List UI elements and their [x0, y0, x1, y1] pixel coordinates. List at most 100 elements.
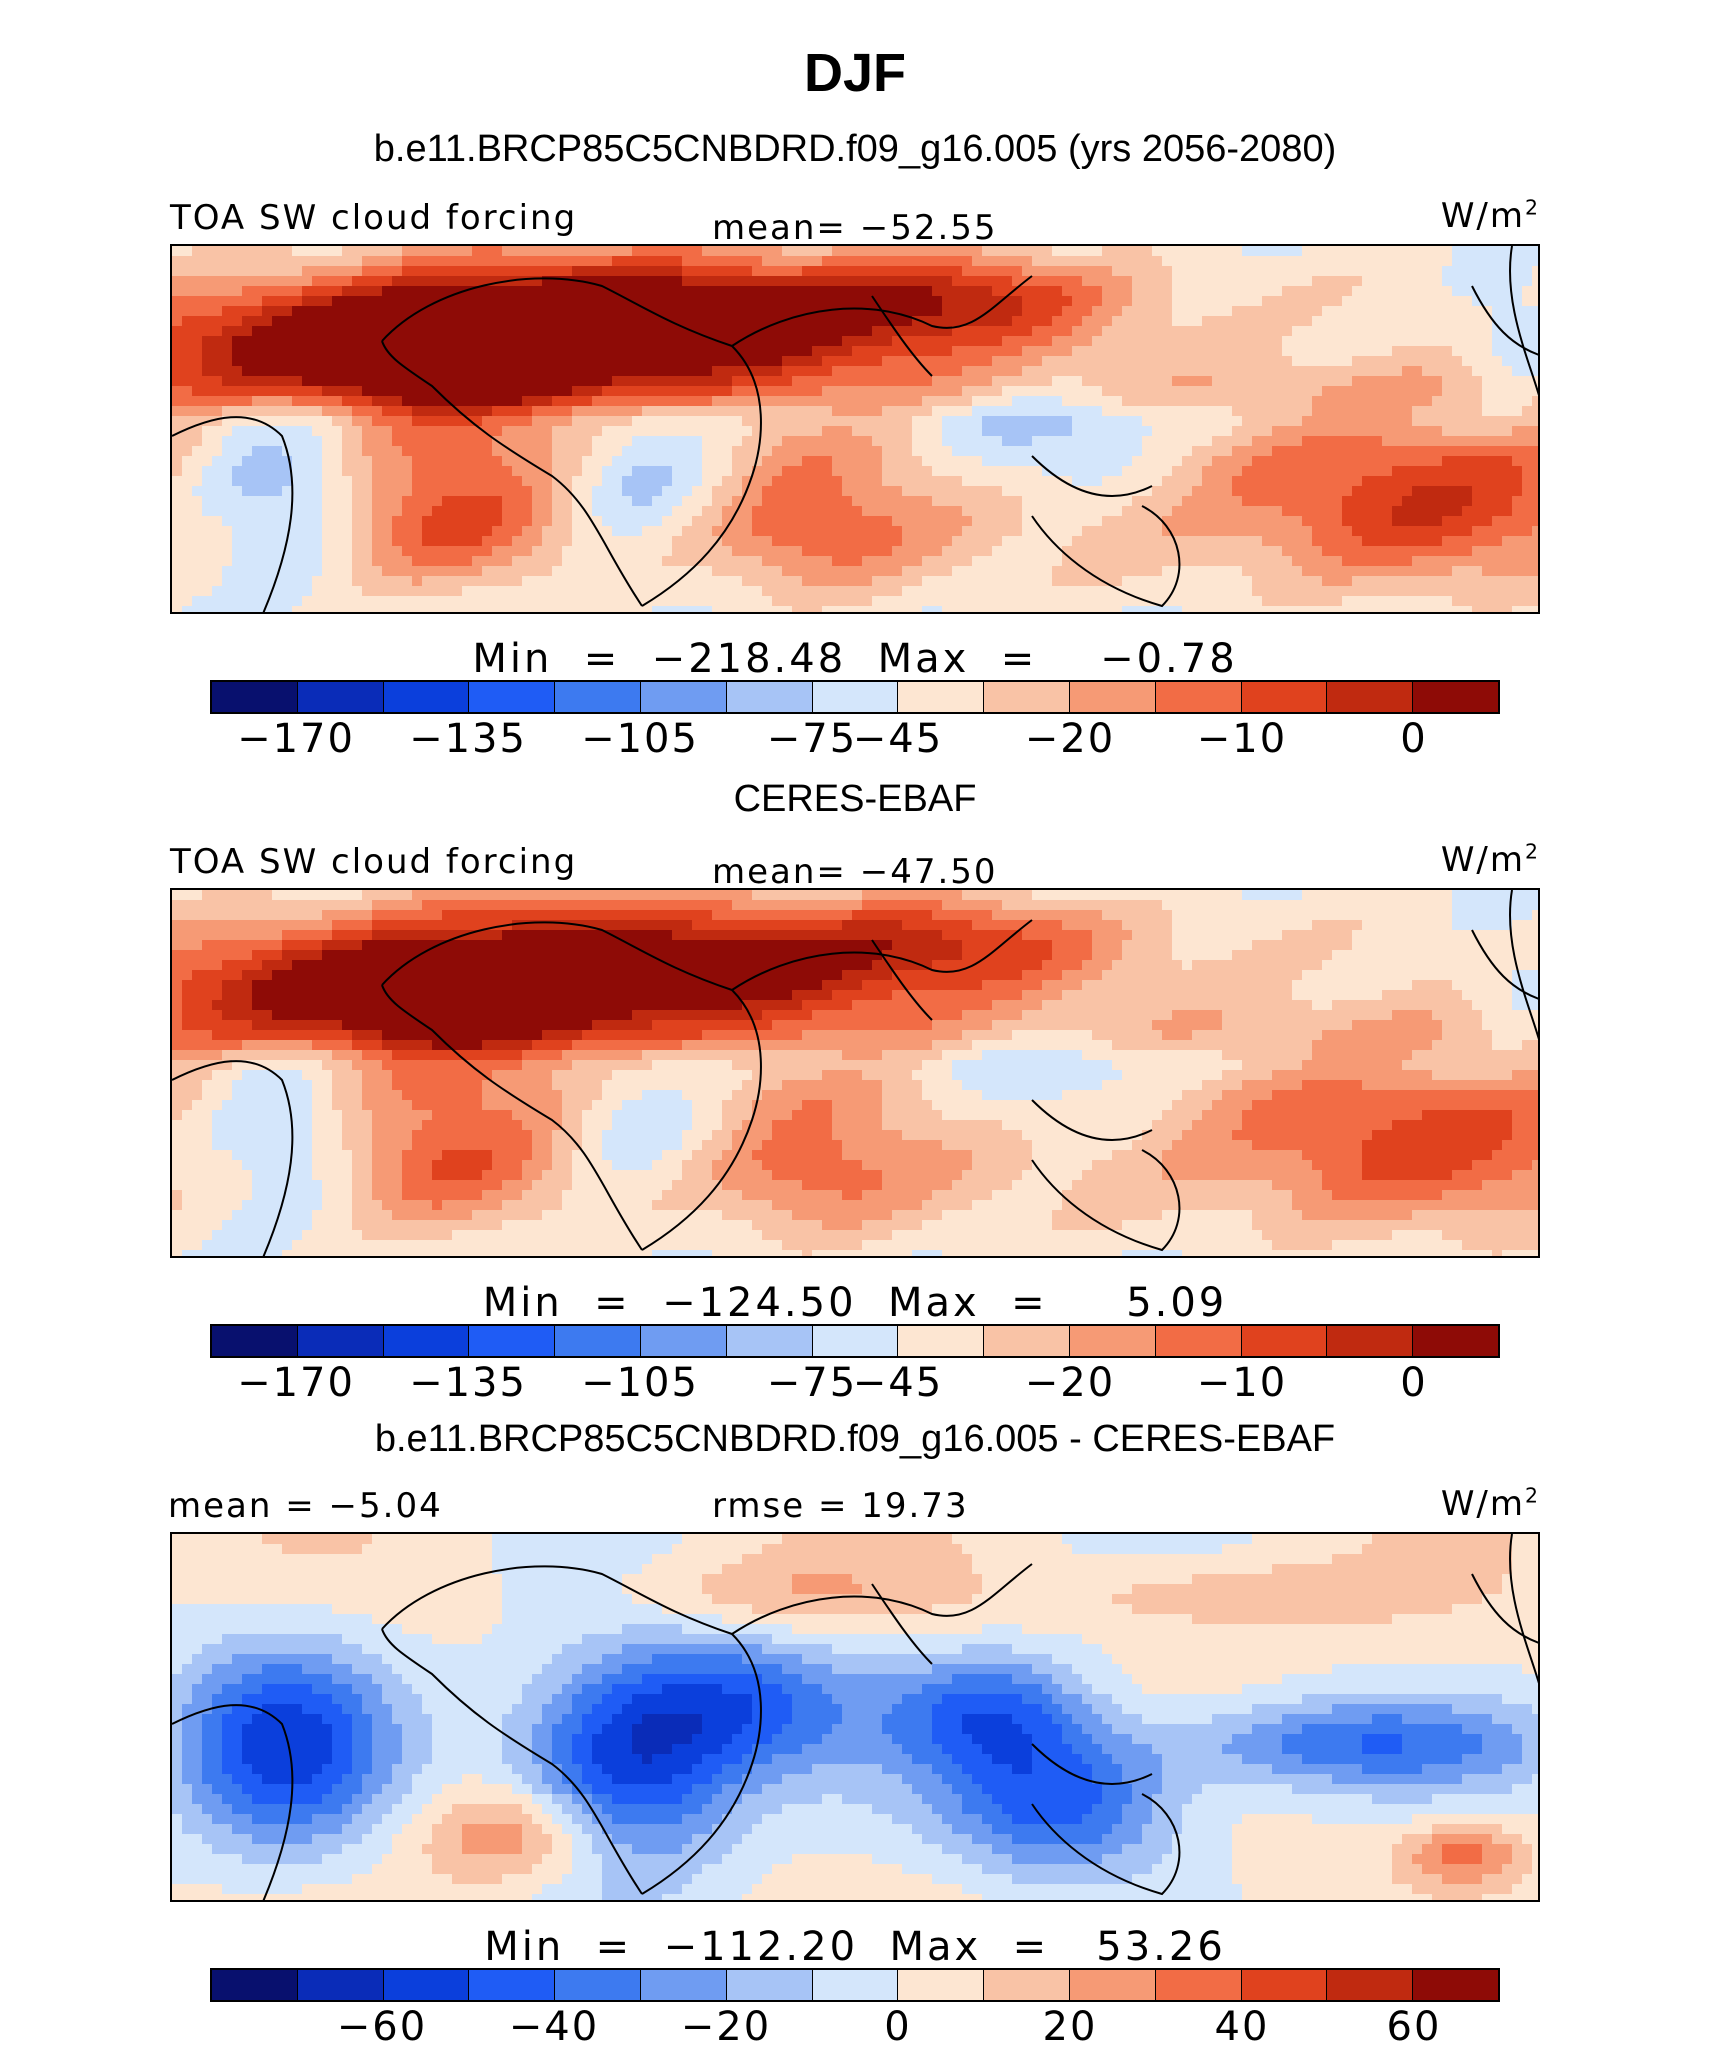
colorbar-tick-label: −20: [1024, 1360, 1116, 1406]
panel-3-rmse-label: rmse = 19.73: [712, 1486, 969, 1526]
colorbar-tick-label: 60: [1386, 2004, 1442, 2050]
colorbar-tick-label: −105: [581, 716, 699, 762]
panel-3-mean-label: mean = −5.04: [168, 1486, 443, 1526]
panel-2-variable-label: TOA SW cloud forcing: [170, 842, 578, 882]
colorbar-tick-label: −170: [237, 716, 355, 762]
coastline: [381, 1565, 762, 1895]
coastline: [1508, 1534, 1538, 1684]
colorbar-swatch: [1155, 1326, 1242, 1356]
colorbar-swatch: [469, 1970, 556, 2000]
coastline: [1031, 1743, 1153, 1785]
colorbar-tick-label: 0: [1400, 716, 1428, 762]
coastline: [381, 1628, 643, 1895]
colorbar-swatch: [1327, 1326, 1414, 1356]
colorbar-swatch: [1327, 1970, 1414, 2000]
colorbar-swatch: [555, 1970, 641, 2000]
colorbar-tick-label: 0: [1400, 1360, 1428, 1406]
panel-1-colorbar-ticks: −170 −135 −105 −75 −45 −20 −10 0: [210, 716, 1500, 762]
colorbar-swatch: [1155, 682, 1242, 712]
colorbar-swatch: [726, 1326, 813, 1356]
colorbar-swatch: [1413, 1970, 1498, 2000]
colorbar-swatch: [1069, 1326, 1156, 1356]
colorbar-tick-label: −40: [508, 2004, 600, 2050]
colorbar-swatch: [297, 1970, 384, 2000]
figure-title: DJF: [803, 43, 906, 103]
panel-1-subtitle: b.e11.BRCP85C5CNBDRD.f09_g16.005 (yrs 20…: [373, 128, 1337, 170]
coastline: [871, 1583, 933, 1665]
colorbar-tick-label: 40: [1214, 2004, 1270, 2050]
colorbar-swatch: [984, 1326, 1070, 1356]
coastline: [731, 1563, 1033, 1635]
colorbar-tick-label: −60: [336, 2004, 428, 2050]
panel-2-colorbar-ticks: −170 −135 −105 −75 −45 −20 −10 0: [210, 1360, 1500, 1406]
colorbar-tick-label: −170: [237, 1360, 355, 1406]
colorbar-tick-label: −20: [680, 2004, 772, 2050]
colorbar-swatch: [726, 1970, 813, 2000]
contour-field: [172, 1534, 1538, 1900]
colorbar-swatch: [1069, 1970, 1156, 2000]
colorbar-swatch: [984, 682, 1070, 712]
colorbar-swatch: [984, 1970, 1070, 2000]
panel-2-colorbar: [210, 1324, 1500, 1358]
colorbar-swatch: [1241, 682, 1328, 712]
panel-1-variable-label: TOA SW cloud forcing: [170, 198, 578, 238]
colorbar-tick-label: −45: [852, 716, 944, 762]
colorbar-swatch: [212, 682, 298, 712]
colorbar-tick-label: −20: [1024, 716, 1116, 762]
colorbar-tick-label: −105: [581, 1360, 699, 1406]
coastline: [871, 295, 933, 377]
panel-3-minmax: Min = −112.20 Max = 53.26: [484, 1924, 1226, 1970]
colorbar-tick-label: 0: [884, 2004, 912, 2050]
colorbar-swatch: [1241, 1970, 1328, 2000]
colorbar-swatch: [898, 682, 985, 712]
colorbar-swatch: [297, 1326, 384, 1356]
coastline: [1471, 1573, 1538, 1644]
colorbar-swatch: [1413, 682, 1498, 712]
colorbar-tick-label: 20: [1042, 2004, 1098, 2050]
panel-1-minmax: Min = −218.48 Max = −0.78: [472, 636, 1238, 682]
coastline: [871, 939, 933, 1021]
coastline: [1031, 1149, 1181, 1252]
colorbar-swatch: [555, 682, 641, 712]
colorbar-tick-label: −45: [852, 1360, 944, 1406]
coastline: [1031, 455, 1153, 497]
contour-field: [172, 246, 1538, 612]
colorbar-swatch: [383, 682, 470, 712]
panel-1-mean-label: mean= −52.55: [712, 208, 998, 248]
colorbar-swatch: [1327, 682, 1414, 712]
colorbar-swatch: [812, 682, 899, 712]
coastline: [1031, 505, 1181, 608]
panel-1-map: [170, 244, 1540, 614]
panel-2-subtitle: CERES-EBAF: [733, 778, 977, 820]
coastline: [1031, 1793, 1181, 1896]
colorbar-swatch: [297, 682, 384, 712]
colorbar-swatch: [212, 1326, 298, 1356]
colorbar-swatch: [469, 682, 556, 712]
colorbar-tick-label: −10: [1196, 716, 1288, 762]
colorbar-tick-label: −10: [1196, 1360, 1288, 1406]
panel-3-colorbar-ticks: −60 −40 −20 0 20 40 60: [210, 2004, 1500, 2050]
panel-2-minmax: Min = −124.50 Max = 5.09: [482, 1280, 1228, 1326]
colorbar-swatch: [726, 682, 813, 712]
coastline: [731, 275, 1033, 347]
coastline: [1508, 246, 1538, 396]
coastline: [1508, 890, 1538, 1040]
colorbar-tick-label: −135: [409, 716, 527, 762]
colorbar-tick-label: −75: [766, 716, 858, 762]
colorbar-swatch: [640, 1970, 727, 2000]
panel-3-units-label: W/m2: [1440, 1483, 1540, 1524]
colorbar-swatch: [812, 1326, 899, 1356]
colorbar-swatch: [812, 1970, 899, 2000]
panel-3-subtitle: b.e11.BRCP85C5CNBDRD.f09_g16.005 - CERES…: [374, 1418, 1336, 1460]
panel-1-colorbar: [210, 680, 1500, 714]
colorbar-swatch: [212, 1970, 298, 2000]
coastline: [1471, 285, 1538, 356]
colorbar-swatch: [898, 1326, 985, 1356]
panel-2-map: [170, 888, 1540, 1258]
coastline: [172, 1060, 294, 1256]
panel-3-map: [170, 1532, 1540, 1902]
colorbar-tick-label: −75: [766, 1360, 858, 1406]
coastline: [381, 984, 643, 1251]
coastline: [381, 277, 762, 607]
colorbar-swatch: [555, 1326, 641, 1356]
